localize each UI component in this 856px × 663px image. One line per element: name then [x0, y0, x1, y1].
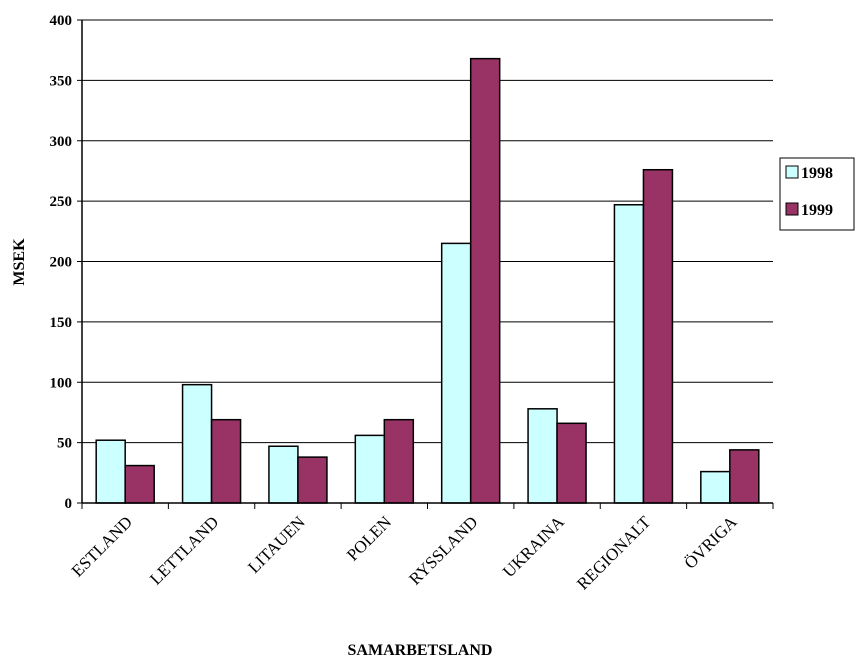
bar-1999-regionalt — [642, 168, 674, 504]
legend-swatch-1999 — [785, 202, 799, 216]
y-tick-label: 250 — [50, 194, 73, 210]
y-tick-labels: 0 50 100 150 200 250 300 350 400 — [50, 13, 73, 512]
axes — [81, 20, 774, 509]
x-tick-label: ÖVRIGA — [680, 512, 741, 573]
bar-1999-övriga — [729, 449, 760, 504]
bar-1998-ukraina — [527, 408, 558, 504]
x-tick-label: REGIONALT — [573, 512, 655, 594]
x-tick-label: LETTLAND — [146, 512, 222, 588]
legend-label-1999: 1999 — [801, 202, 833, 219]
bar-1998-lettland — [181, 383, 213, 504]
y-tick-label: 300 — [50, 134, 73, 150]
bar-1998-ryssland — [440, 242, 472, 504]
legend-swatch-1998 — [785, 165, 799, 179]
bar-1998-övriga — [700, 470, 731, 504]
bar-1999-litauen — [297, 456, 328, 504]
bar-1999-polen — [383, 418, 415, 504]
legend-label-1998: 1998 — [801, 165, 833, 182]
x-axis-title: SAMARBETSLAND — [348, 642, 493, 659]
x-tick-label: ESTLAND — [68, 512, 136, 580]
x-tick-label: UKRAINA — [499, 512, 568, 581]
y-tick-label: 350 — [50, 73, 73, 89]
y-axis-title: MSEK — [11, 238, 28, 286]
bar-1999-estland — [124, 464, 155, 504]
x-tick-label: LITAUEN — [244, 512, 309, 577]
y-tick-label: 0 — [65, 496, 73, 512]
y-tick-label: 50 — [57, 436, 72, 452]
bar-1999-ukraina — [556, 422, 587, 504]
bar-1998-regionalt — [613, 203, 645, 504]
bar-1999-ryssland — [469, 57, 501, 504]
bar-1998-polen — [354, 434, 386, 504]
x-tick-label: RYSSLAND — [405, 512, 481, 588]
bar-1998-estland — [95, 439, 126, 504]
y-tick-label: 100 — [50, 375, 73, 391]
y-tick-label: 150 — [50, 315, 73, 331]
bars — [95, 57, 760, 504]
x-tick-labels: ESTLAND LETTLAND LITAUEN POLEN RYSSLAND UKRAI… — [68, 512, 741, 594]
y-tick-label: 400 — [50, 13, 73, 29]
x-tick-label: POLEN — [343, 512, 395, 564]
bar-1998-litauen — [268, 445, 299, 504]
bar-1999-lettland — [210, 418, 242, 504]
legend: 1998 1999 — [779, 157, 855, 231]
y-tick-label: 200 — [50, 255, 73, 271]
